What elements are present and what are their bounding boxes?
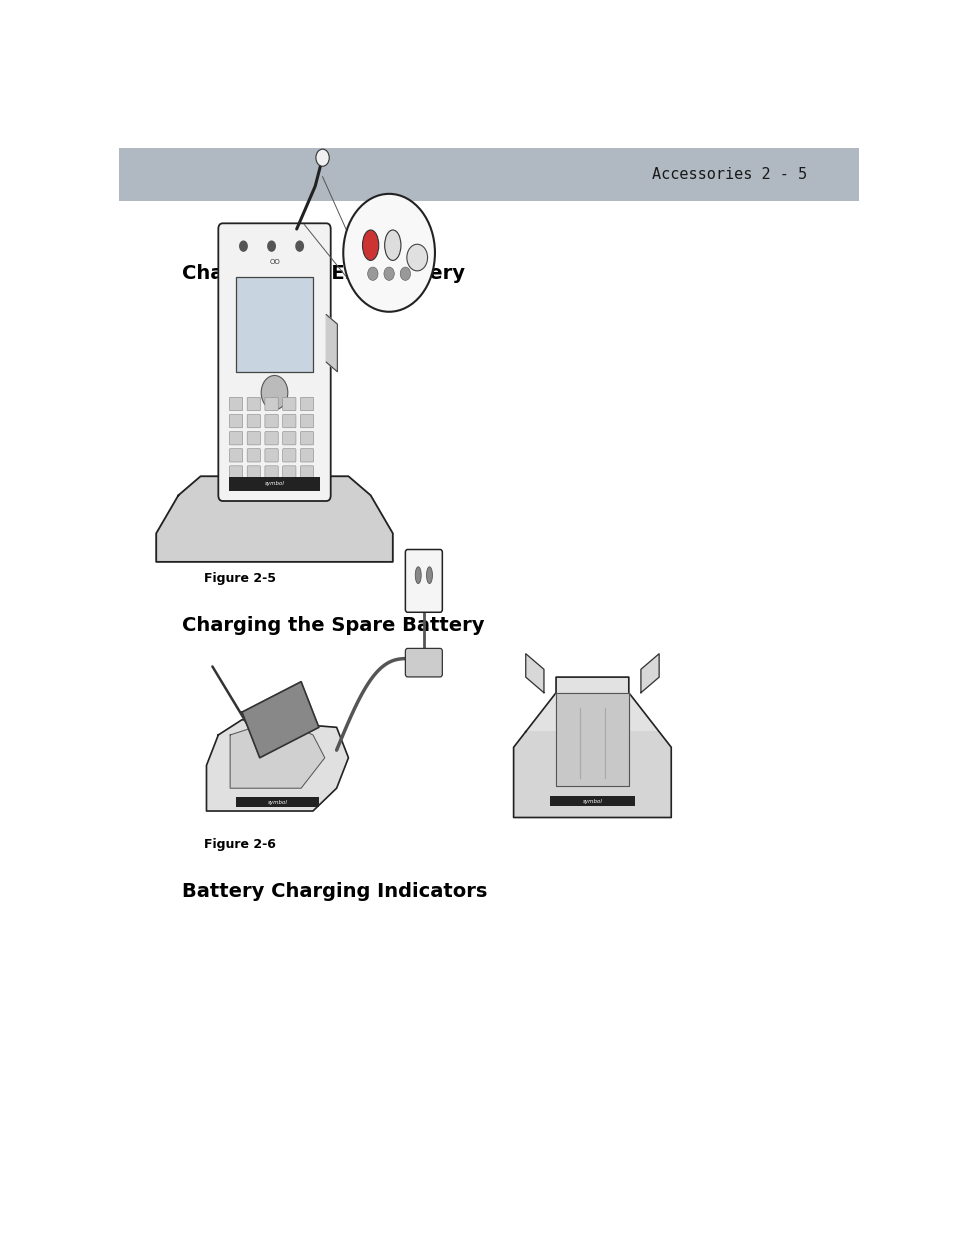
Ellipse shape <box>362 230 378 261</box>
FancyBboxPatch shape <box>282 431 295 445</box>
Polygon shape <box>640 653 659 693</box>
Circle shape <box>315 149 329 167</box>
FancyBboxPatch shape <box>282 415 295 427</box>
FancyBboxPatch shape <box>300 415 314 427</box>
Text: Charging the EDA Battery: Charging the EDA Battery <box>182 264 465 283</box>
Circle shape <box>239 241 248 252</box>
FancyBboxPatch shape <box>247 415 260 427</box>
FancyBboxPatch shape <box>405 648 442 677</box>
FancyBboxPatch shape <box>229 448 242 462</box>
Bar <box>550 795 634 805</box>
Polygon shape <box>513 677 671 818</box>
FancyBboxPatch shape <box>300 398 314 411</box>
FancyBboxPatch shape <box>300 466 314 479</box>
FancyBboxPatch shape <box>265 466 278 479</box>
FancyBboxPatch shape <box>405 550 442 613</box>
Text: symbol: symbol <box>267 800 287 805</box>
Text: Charging the Spare Battery: Charging the Spare Battery <box>182 616 484 635</box>
Bar <box>119 148 858 200</box>
Polygon shape <box>230 720 324 788</box>
Text: Figure 2-5: Figure 2-5 <box>204 572 276 584</box>
Text: Battery Charging Indicators: Battery Charging Indicators <box>182 882 487 902</box>
FancyBboxPatch shape <box>300 448 314 462</box>
Polygon shape <box>513 731 671 818</box>
Text: Accessories 2 - 5: Accessories 2 - 5 <box>651 167 806 182</box>
FancyBboxPatch shape <box>265 415 278 427</box>
Circle shape <box>367 267 377 280</box>
Circle shape <box>406 245 427 270</box>
Text: Figure 2-6: Figure 2-6 <box>204 837 275 851</box>
Circle shape <box>399 267 410 280</box>
FancyBboxPatch shape <box>282 448 295 462</box>
FancyBboxPatch shape <box>247 448 260 462</box>
FancyBboxPatch shape <box>229 398 242 411</box>
Text: OO: OO <box>269 259 279 266</box>
Polygon shape <box>326 315 337 372</box>
FancyBboxPatch shape <box>247 398 260 411</box>
Ellipse shape <box>415 567 421 584</box>
Circle shape <box>267 241 275 252</box>
Ellipse shape <box>426 567 432 584</box>
Polygon shape <box>556 693 628 787</box>
Circle shape <box>261 375 288 410</box>
FancyBboxPatch shape <box>300 431 314 445</box>
Polygon shape <box>156 477 393 562</box>
FancyBboxPatch shape <box>218 224 331 501</box>
Bar <box>229 477 320 490</box>
FancyBboxPatch shape <box>247 466 260 479</box>
FancyBboxPatch shape <box>247 431 260 445</box>
FancyBboxPatch shape <box>229 415 242 427</box>
FancyBboxPatch shape <box>229 466 242 479</box>
FancyBboxPatch shape <box>282 398 295 411</box>
Bar <box>235 277 313 372</box>
Circle shape <box>383 267 394 280</box>
Bar <box>235 798 318 808</box>
FancyBboxPatch shape <box>265 431 278 445</box>
Polygon shape <box>206 720 348 811</box>
FancyBboxPatch shape <box>229 431 242 445</box>
Ellipse shape <box>384 230 400 261</box>
FancyBboxPatch shape <box>265 398 278 411</box>
Polygon shape <box>525 653 543 693</box>
Text: symbol: symbol <box>582 799 601 804</box>
Circle shape <box>294 241 304 252</box>
FancyBboxPatch shape <box>282 466 295 479</box>
FancyBboxPatch shape <box>265 448 278 462</box>
Polygon shape <box>156 477 393 562</box>
Text: symbol: symbol <box>264 482 284 487</box>
Polygon shape <box>242 682 318 758</box>
Circle shape <box>343 194 435 311</box>
